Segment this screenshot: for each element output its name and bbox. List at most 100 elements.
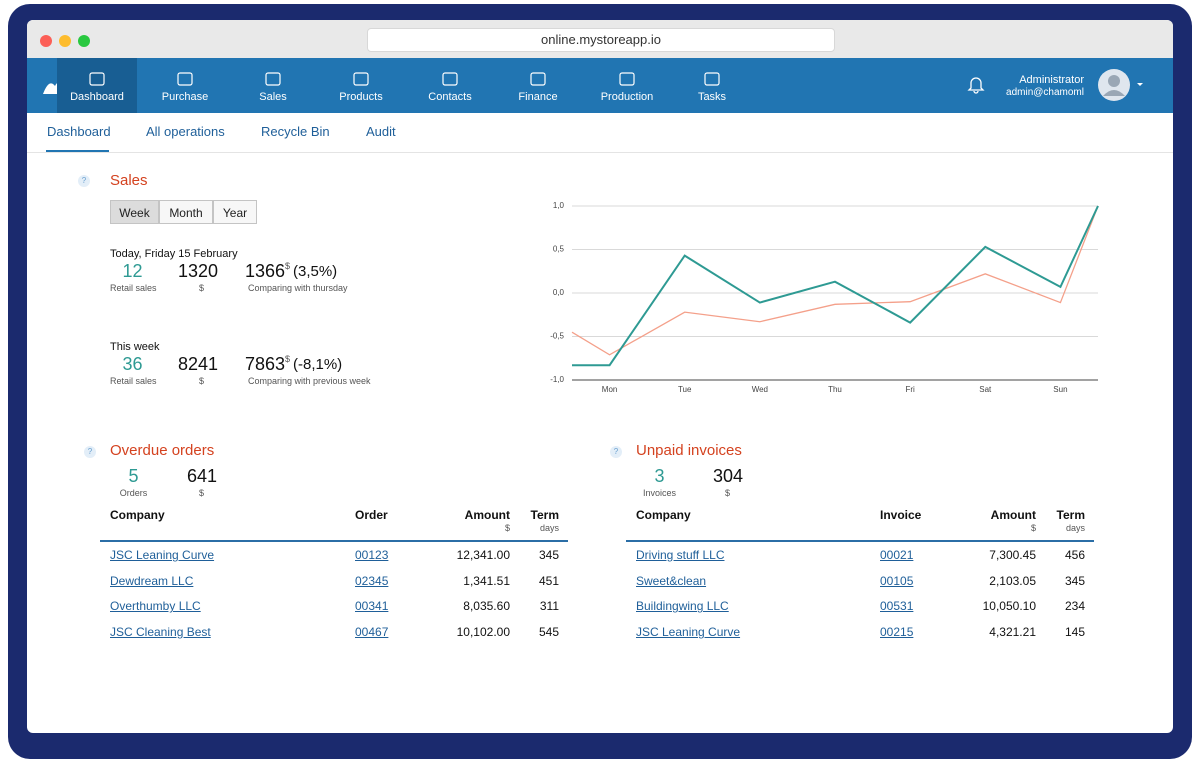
nav-icon	[530, 72, 546, 86]
period-button[interactable]: Year	[213, 200, 257, 224]
tab[interactable]: Recycle Bin	[261, 124, 330, 139]
nav-icon	[353, 72, 369, 86]
table-link[interactable]: 00531	[880, 599, 914, 614]
compare-label: Comparing with previous week	[248, 376, 371, 386]
column-unit: days	[1065, 523, 1085, 533]
table-link[interactable]: 00215	[880, 625, 914, 640]
tab[interactable]: Audit	[366, 124, 396, 139]
table-link[interactable]: JSC Leaning Curve	[636, 625, 741, 640]
nav-label: Sales	[259, 91, 287, 103]
compare-change: (-8,1%)	[293, 356, 343, 373]
section-title: Overdue orders	[110, 442, 215, 459]
bell-icon[interactable]	[967, 74, 985, 94]
count-label: Retail sales	[110, 376, 157, 386]
compare-amount: 1366	[245, 261, 286, 281]
help-icon: ?	[84, 446, 96, 458]
compare-label: Comparing with thursday	[248, 283, 348, 293]
table-link[interactable]: 00123	[355, 548, 389, 562]
count: 36	[122, 354, 143, 374]
table-cell: 345	[538, 548, 559, 562]
nav-icon	[704, 72, 720, 86]
nav-label: Finance	[518, 91, 558, 103]
x-tick-label: Thu	[828, 385, 842, 394]
avatar[interactable]	[1097, 68, 1147, 102]
table-link[interactable]: Driving stuff LLC	[636, 548, 725, 562]
nav-label: Products	[339, 91, 383, 103]
column-header: Company	[110, 508, 165, 522]
table-link[interactable]: 00021	[880, 548, 914, 562]
address-bar[interactable]: online.mystoreapp.io	[367, 28, 835, 52]
column-unit: days	[539, 523, 559, 533]
amount: 1320	[178, 261, 219, 281]
nav-icon	[442, 72, 458, 86]
y-tick-label: -0,5	[550, 332, 564, 341]
title-bar: online.mystoreapp.io	[27, 20, 1173, 59]
period-button[interactable]: Month	[159, 200, 213, 224]
amount-unit: $	[199, 376, 205, 386]
table-link[interactable]: 00105	[880, 573, 914, 588]
nav-item[interactable]: Tasks	[672, 58, 752, 113]
nav-item[interactable]: Dashboard	[57, 58, 137, 113]
stat-heading: Today, Friday 15 February	[110, 248, 238, 260]
zoom-button[interactable]	[78, 35, 90, 47]
nav-label: Contacts	[428, 91, 472, 103]
table-link[interactable]: JSC Leaning Curve	[110, 548, 215, 562]
table-link[interactable]: 00341	[355, 599, 389, 614]
table-cell: 234	[1064, 599, 1085, 614]
period-button[interactable]: Week	[110, 200, 159, 224]
line-series	[572, 205, 1099, 367]
y-tick-label: 0,5	[553, 245, 565, 254]
table-cell: 8,035.60	[463, 599, 510, 614]
nav-item[interactable]: Products	[321, 58, 401, 113]
count-label: Invoices	[642, 488, 677, 498]
table-link[interactable]: Overthumby LLC	[110, 599, 201, 614]
column-unit: $	[1030, 523, 1036, 533]
amount-unit: $	[725, 488, 731, 498]
nav-item[interactable]: Contacts	[410, 58, 490, 113]
nav-label: Dashboard	[70, 91, 124, 103]
browser-window: online.mystoreapp.io Administrator admin…	[27, 20, 1173, 733]
user-name[interactable]: Administrator	[1019, 74, 1084, 86]
table-cell: 456	[1064, 548, 1085, 562]
table-cell: 2,103.05	[989, 573, 1036, 588]
table-cell: 10,050.10	[982, 599, 1036, 614]
table-link[interactable]: Dewdream LLC	[110, 573, 194, 588]
table-link[interactable]: Sweet&clean	[636, 573, 707, 588]
tab[interactable]: Dashboard	[47, 124, 111, 139]
nav-icon	[619, 72, 635, 86]
close-button[interactable]	[40, 35, 52, 47]
nav-label: Tasks	[697, 91, 727, 103]
help-icon: ?	[78, 175, 90, 187]
amount: 304	[713, 466, 744, 486]
user-email: admin@chamoml	[1006, 87, 1084, 98]
count-label: Retail sales	[110, 283, 157, 293]
amount: 641	[187, 466, 218, 486]
amount: 8241	[178, 354, 219, 374]
nav-item[interactable]: Purchase	[145, 58, 225, 113]
table-link[interactable]: 02345	[355, 573, 389, 588]
table-cell: 545	[538, 625, 559, 640]
nav-icon	[265, 72, 281, 86]
nav-item[interactable]: Sales	[233, 58, 313, 113]
table-link[interactable]: JSC Cleaning Best	[110, 625, 211, 640]
x-tick-label: Sun	[1053, 385, 1067, 394]
nav-item[interactable]: Finance	[498, 58, 578, 113]
tab-underline	[46, 150, 109, 152]
nav-item[interactable]: Production	[587, 58, 667, 113]
help-icon: ?	[610, 446, 622, 458]
column-header: Term	[1056, 508, 1085, 522]
table-link[interactable]: 00467	[355, 625, 389, 640]
table-cell: 145	[1064, 625, 1085, 640]
y-tick-label: 1,0	[553, 201, 565, 210]
count-label: Orders	[119, 488, 148, 498]
tab[interactable]: All operations	[146, 124, 225, 139]
table-link[interactable]: Buildingwing LLC	[636, 599, 729, 614]
table-cell: 1,341.51	[463, 573, 510, 588]
column-header: Company	[636, 508, 691, 522]
minimize-button[interactable]	[59, 35, 71, 47]
header-rule	[626, 540, 1094, 542]
column-header: Invoice	[880, 508, 922, 522]
column-header: Amount	[464, 508, 510, 522]
table-cell: 311	[539, 599, 559, 614]
